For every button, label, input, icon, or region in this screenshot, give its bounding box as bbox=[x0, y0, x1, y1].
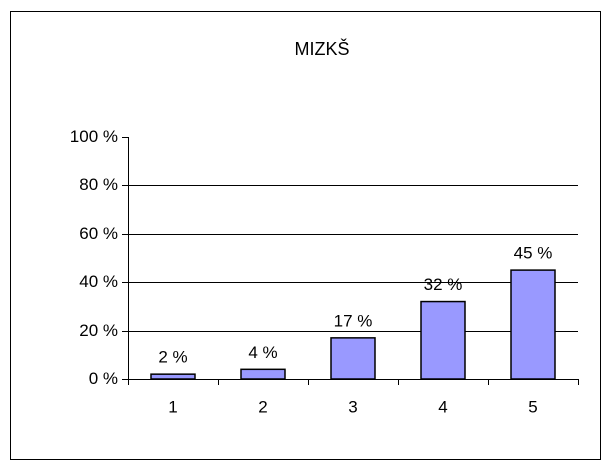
bar bbox=[420, 300, 466, 380]
y-tick-label: 0 % bbox=[89, 369, 118, 388]
x-tick-label: 3 bbox=[348, 397, 357, 416]
x-tick-label: 2 bbox=[258, 397, 267, 416]
chart-border bbox=[10, 11, 601, 460]
value-label: 45 % bbox=[514, 244, 553, 263]
bar bbox=[330, 337, 376, 380]
value-label: 2 % bbox=[158, 348, 187, 367]
x-tick-label: 5 bbox=[528, 397, 537, 416]
value-label: 17 % bbox=[334, 311, 373, 330]
x-tick-label: 4 bbox=[438, 397, 447, 416]
value-label: 32 % bbox=[424, 275, 463, 294]
x-tick-label: 1 bbox=[168, 397, 177, 416]
y-tick-label: 80 % bbox=[79, 175, 118, 194]
y-tick-label: 100 % bbox=[70, 127, 118, 146]
value-label: 4 % bbox=[248, 343, 277, 362]
y-tick-label: 60 % bbox=[79, 224, 118, 243]
chart-title: MIZKŠ bbox=[294, 38, 349, 59]
y-tick-label: 40 % bbox=[79, 272, 118, 291]
bar bbox=[150, 373, 196, 380]
y-tick-label: 20 % bbox=[79, 321, 118, 340]
bar bbox=[240, 368, 286, 380]
bar bbox=[510, 269, 556, 380]
